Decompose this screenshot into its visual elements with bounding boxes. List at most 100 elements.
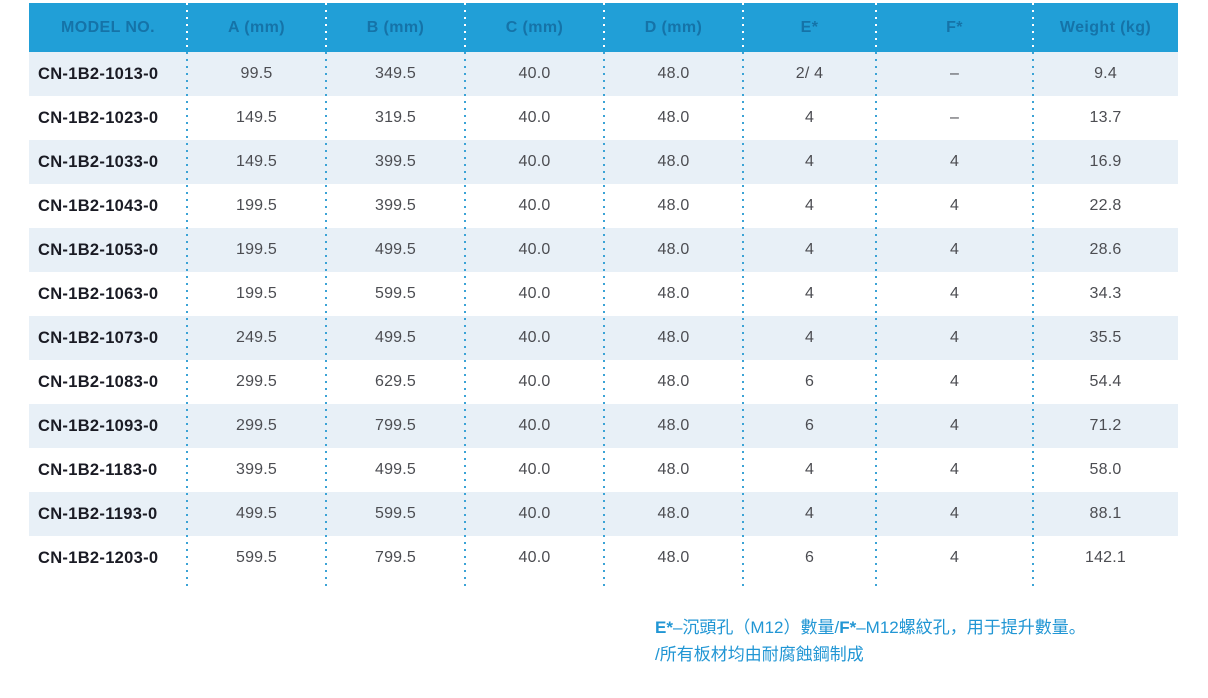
cell-value: 48.0	[657, 241, 690, 258]
cell-value: 142.1	[1084, 549, 1127, 566]
cell-value: 4	[804, 197, 815, 214]
cell-value: 399.5	[374, 153, 417, 170]
header-cell-3: C (mm)	[505, 18, 564, 36]
cell-value: 48.0	[657, 373, 690, 390]
cell-value: 249.5	[235, 329, 278, 346]
footnote-line1: E*–沉頭孔（M12）數量/F*–M12螺紋孔，用于提升數量。	[655, 614, 1200, 641]
cell-value: 4	[949, 505, 960, 522]
cell-value: 399.5	[374, 197, 417, 214]
cell-value: 4	[804, 285, 815, 302]
cell-value: 2/ 4	[795, 65, 824, 82]
cell-value: 48.0	[657, 461, 690, 478]
cell-value: 4	[804, 241, 815, 258]
header-cell-4: D (mm)	[644, 18, 703, 36]
cell-value: 6	[804, 373, 815, 390]
cell-model: CN-1B2-1093-0	[38, 416, 159, 435]
cell-value: 4	[804, 461, 815, 478]
cell-value: 88.1	[1089, 505, 1122, 522]
cell-value: 4	[949, 549, 960, 566]
cell-value: 349.5	[374, 65, 417, 82]
cell-value: 4	[949, 329, 960, 346]
cell-value: 799.5	[374, 417, 417, 434]
cell-value: 48.0	[657, 197, 690, 214]
cell-model: CN-1B2-1193-0	[38, 504, 158, 523]
cell-value: 54.4	[1089, 373, 1122, 390]
cell-value: 4	[949, 197, 960, 214]
cell-value: 4	[949, 461, 960, 478]
cell-model: CN-1B2-1033-0	[38, 152, 159, 171]
cell-model: CN-1B2-1183-0	[38, 460, 158, 479]
cell-value: 499.5	[374, 461, 417, 478]
cell-value: 99.5	[240, 65, 273, 82]
cell-value: 299.5	[235, 373, 278, 390]
cell-value: 149.5	[235, 153, 278, 170]
cell-value: 40.0	[518, 65, 551, 82]
footnote-segment: –沉頭孔（M12）數量/	[672, 618, 840, 637]
cell-value: 16.9	[1089, 153, 1122, 170]
cell-value: 40.0	[518, 549, 551, 566]
cell-value: 399.5	[235, 461, 278, 478]
cell-value: 48.0	[657, 153, 690, 170]
cell-value: 40.0	[518, 417, 551, 434]
column-divider	[875, 3, 877, 590]
cell-value: 40.0	[518, 329, 551, 346]
footnote-segment: E*	[655, 618, 673, 637]
cell-value: 4	[804, 329, 815, 346]
cell-value: 28.6	[1089, 241, 1122, 258]
cell-value: 40.0	[518, 153, 551, 170]
cell-value: 4	[949, 285, 960, 302]
column-divider	[186, 3, 188, 590]
header-cell-7: Weight (kg)	[1059, 18, 1152, 36]
cell-value: 35.5	[1089, 329, 1122, 346]
column-divider	[325, 3, 327, 590]
cell-value: 40.0	[518, 109, 551, 126]
cell-value: 48.0	[657, 505, 690, 522]
footnote-segment: F*	[839, 618, 857, 637]
cell-value: 599.5	[235, 549, 278, 566]
cell-value: 499.5	[374, 241, 417, 258]
cell-value: 40.0	[518, 197, 551, 214]
cell-value: 48.0	[657, 329, 690, 346]
cell-value: 4	[804, 505, 815, 522]
footnote: E*–沉頭孔（M12）數量/F*–M12螺紋孔，用于提升數量。 /所有板材均由耐…	[655, 614, 1200, 668]
cell-value: 4	[949, 417, 960, 434]
cell-value: 319.5	[374, 109, 417, 126]
cell-value: 4	[949, 153, 960, 170]
cell-value: 299.5	[235, 417, 278, 434]
cell-value: 199.5	[235, 241, 278, 258]
cell-value: 48.0	[657, 65, 690, 82]
cell-value: 9.4	[1094, 65, 1117, 82]
cell-model: CN-1B2-1083-0	[38, 372, 159, 391]
header-cell-5: E*	[800, 18, 819, 36]
cell-value: 48.0	[657, 285, 690, 302]
cell-model: CN-1B2-1063-0	[38, 284, 159, 303]
cell-value: 40.0	[518, 461, 551, 478]
cell-value: 22.8	[1089, 197, 1122, 214]
cell-value: 6	[804, 417, 815, 434]
column-divider	[464, 3, 466, 590]
cell-value: 799.5	[374, 549, 417, 566]
column-divider	[742, 3, 744, 590]
cell-model: CN-1B2-1053-0	[38, 240, 159, 259]
cell-value: 48.0	[657, 109, 690, 126]
cell-value: 34.3	[1089, 285, 1122, 302]
header-cell-0: MODEL NO.	[61, 18, 155, 36]
cell-value: 499.5	[235, 505, 278, 522]
cell-value: 40.0	[518, 241, 551, 258]
cell-value: 4	[804, 153, 815, 170]
cell-value: 599.5	[374, 285, 417, 302]
spec-table: MODEL NO. A (mm) B (mm) C (mm) D (mm) E* F* Wei…	[29, 3, 1178, 590]
footnote-segment: –M12螺紋孔，用于提升數量。	[856, 618, 1086, 637]
column-divider	[1032, 3, 1034, 590]
cell-value: 629.5	[374, 373, 417, 390]
cell-value: 40.0	[518, 373, 551, 390]
cell-model: CN-1B2-1073-0	[38, 328, 159, 347]
cell-value: 6	[804, 549, 815, 566]
header-cell-1: A (mm)	[228, 18, 285, 36]
cell-value: 199.5	[235, 285, 278, 302]
cell-model: CN-1B2-1013-0	[38, 64, 159, 83]
footnote-line2: /所有板材均由耐腐蝕鋼制成	[655, 645, 864, 664]
cell-value: 4	[949, 241, 960, 258]
cell-value: 13.7	[1089, 109, 1122, 126]
cell-value: –	[949, 109, 960, 126]
